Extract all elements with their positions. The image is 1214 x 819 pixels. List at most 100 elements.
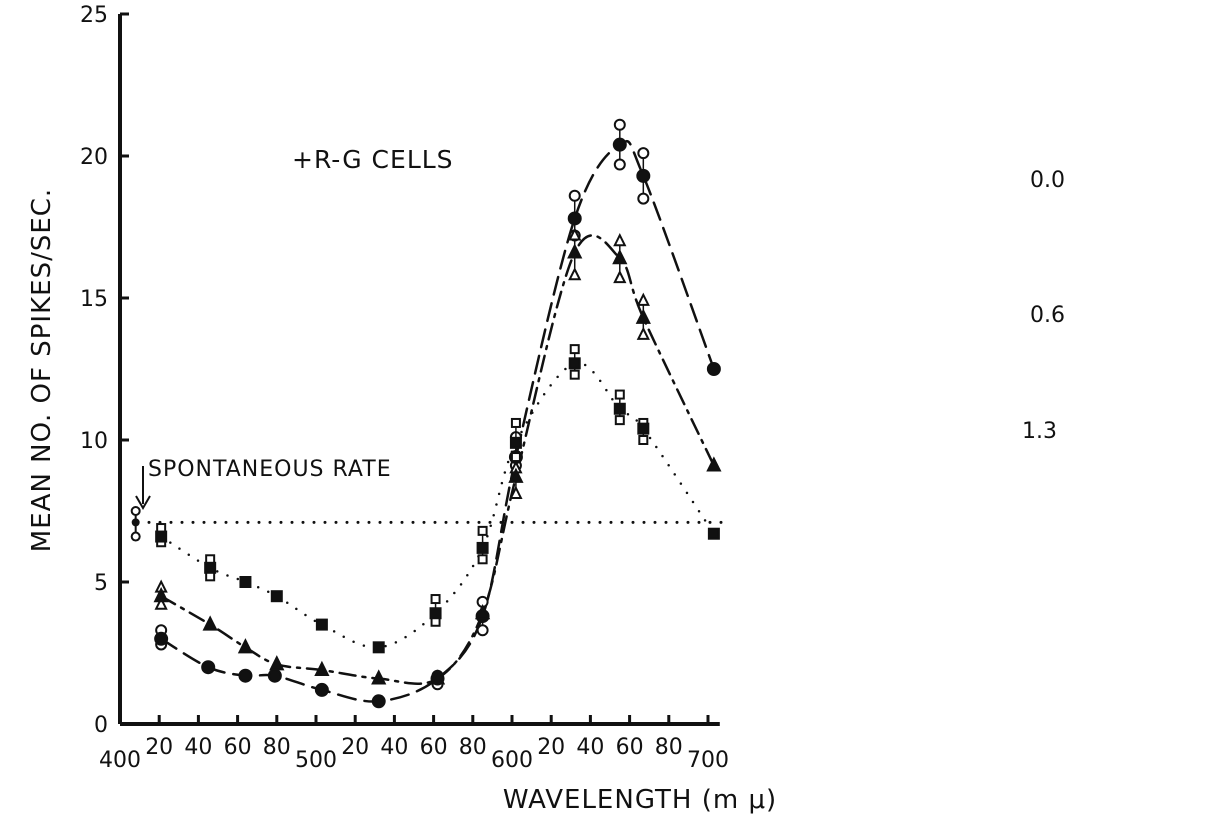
- whisker-low-marker-0.0: [637, 192, 650, 205]
- whisker-low-marker-0.6: [568, 267, 582, 281]
- point-0.6: [612, 249, 628, 265]
- point-1.3: [568, 357, 581, 370]
- whisker-low-marker-0.6: [509, 485, 523, 499]
- point-0.6: [237, 638, 254, 654]
- whisker-low-marker-1.3: [638, 435, 649, 445]
- point-0.0: [238, 668, 253, 683]
- y-tick-label: 15: [80, 287, 108, 312]
- whisker-low-marker-1.3: [614, 415, 625, 426]
- spontaneous-rate-group: [130, 466, 726, 542]
- point-1.3: [509, 436, 522, 449]
- whisker-high-marker-0.6: [613, 232, 627, 247]
- whisker-high-marker-0.6: [636, 292, 650, 306]
- point-0.0: [154, 631, 169, 646]
- point-1.3: [239, 576, 252, 588]
- whisker-high-marker-0.0: [613, 118, 626, 131]
- x-tick-label: 600: [491, 748, 533, 773]
- y-tick-label: 10: [80, 429, 108, 454]
- x-tick-label: 80: [263, 735, 291, 760]
- whisker-high-marker-0.6: [568, 227, 582, 241]
- spontaneous-rate-marker-mean: [131, 518, 140, 527]
- point-0.6: [474, 604, 491, 620]
- whisker-high-marker-1.3: [569, 344, 580, 355]
- point-1.3: [613, 402, 626, 415]
- series-label-1.3: 1.3: [1022, 419, 1057, 444]
- y-tick-label: 5: [94, 571, 108, 596]
- x-tick-label: 400: [99, 748, 141, 773]
- x-tick-label: 700: [687, 748, 729, 773]
- labels: +R-G CELLS WAVELENGTH (m μ) MEAN NO. OF …: [27, 145, 777, 815]
- series-line-0.0: [159, 140, 716, 703]
- point-0.0: [314, 682, 329, 697]
- point-0.6: [635, 308, 651, 324]
- point-1.3: [707, 527, 720, 540]
- spontaneous-rate-label: SPONTANEOUS RATE: [148, 457, 392, 482]
- x-tick-label: 60: [224, 735, 252, 760]
- x-tick-label: 80: [655, 735, 683, 760]
- y-tick-label: 0: [94, 713, 108, 738]
- series-line-1.3: [159, 361, 716, 649]
- point-0.6: [314, 660, 330, 677]
- point-1.3: [429, 607, 442, 620]
- point-0.6: [153, 586, 169, 603]
- point-0.6: [429, 669, 446, 685]
- whisker-high-marker-1.3: [614, 389, 625, 400]
- whisker-low-marker-1.3: [569, 369, 580, 380]
- x-tick-label: 500: [295, 748, 337, 773]
- point-0.6: [508, 467, 524, 483]
- whisker-low-marker-0.6: [613, 269, 627, 284]
- point-0.6: [706, 456, 722, 472]
- y-axis-title: MEAN NO. OF SPIKES/SEC.: [27, 188, 57, 552]
- point-1.3: [204, 561, 217, 574]
- x-tick-label: 40: [184, 735, 212, 760]
- series-label-0.6: 0.6: [1030, 303, 1065, 328]
- x-tick-label: 60: [616, 735, 644, 760]
- y-tick-label: 25: [80, 3, 108, 28]
- x-tick-label: 20: [537, 735, 565, 760]
- chart-title: +R-G CELLS: [292, 145, 454, 174]
- x-tick-label: 20: [145, 735, 173, 760]
- point-0.6: [269, 655, 285, 671]
- point-0.0: [706, 362, 721, 376]
- whisker-high-marker-0.0: [568, 189, 581, 202]
- whisker-high-marker-1.3: [477, 525, 488, 536]
- point-1.3: [155, 530, 168, 543]
- point-0.6: [371, 669, 387, 685]
- whisker-high-marker-1.3: [510, 417, 521, 428]
- point-0.0: [267, 668, 282, 683]
- x-tick-label: 20: [341, 735, 369, 760]
- point-0.6: [567, 243, 583, 259]
- spontaneous-rate-marker-high: [130, 506, 141, 516]
- whisker-low-marker-0.6: [636, 326, 650, 340]
- spontaneous-rate-arrow: [135, 466, 151, 510]
- point-0.0: [636, 168, 651, 183]
- point-0.0: [201, 660, 216, 675]
- whisker-low-marker-1.3: [510, 452, 521, 463]
- point-0.6: [202, 615, 218, 631]
- y-tick-label: 20: [80, 145, 108, 170]
- whisker-high-marker-1.3: [430, 594, 441, 605]
- whisker-low-marker-0.6: [154, 596, 168, 610]
- whisker-low-marker-0.0: [476, 624, 489, 637]
- x-tick-label: 80: [459, 735, 487, 760]
- point-1.3: [637, 422, 650, 435]
- point-1.3: [270, 590, 283, 603]
- point-1.3: [476, 541, 489, 554]
- x-axis-title: WAVELENGTH (m μ): [503, 785, 777, 815]
- data-points: 0.0 0.6 1.3: [153, 118, 1065, 709]
- whisker-low-marker-1.3: [477, 554, 488, 565]
- x-tick-label: 40: [576, 735, 604, 760]
- point-0.0: [567, 211, 582, 226]
- series-label-0.0: 0.0: [1030, 168, 1065, 193]
- point-0.0: [612, 137, 627, 152]
- point-0.0: [371, 694, 386, 709]
- whisker-high-marker-0.0: [637, 147, 650, 160]
- point-1.3: [372, 641, 385, 654]
- spontaneous-rate-marker-low: [130, 531, 141, 542]
- x-tick-label: 40: [380, 735, 408, 760]
- whisker-low-marker-0.0: [613, 158, 626, 171]
- point-1.3: [315, 618, 328, 631]
- x-tick-label: 60: [420, 735, 448, 760]
